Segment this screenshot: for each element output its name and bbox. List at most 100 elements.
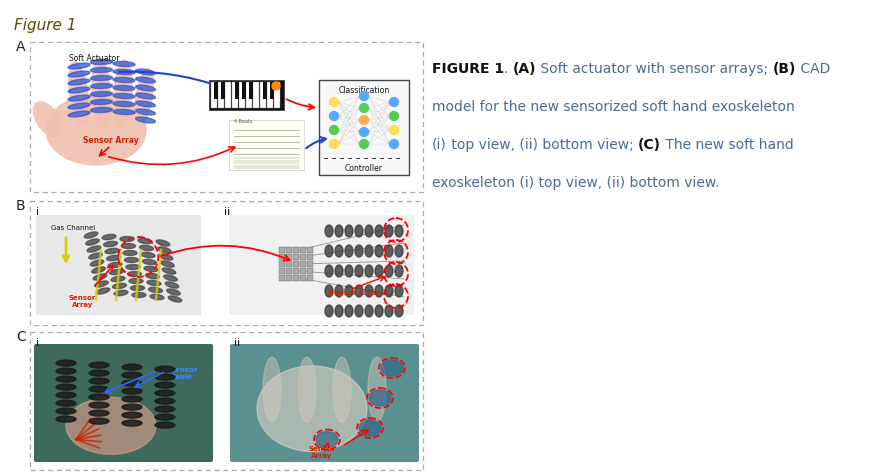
Text: Sensor
Array: Sensor Array: [68, 295, 96, 308]
Ellipse shape: [89, 362, 109, 368]
Ellipse shape: [135, 93, 155, 99]
Text: Sensor
Array: Sensor Array: [308, 446, 335, 459]
Ellipse shape: [114, 60, 132, 128]
Ellipse shape: [89, 394, 109, 400]
Bar: [307, 247, 312, 253]
Ellipse shape: [112, 284, 126, 289]
Ellipse shape: [345, 245, 353, 257]
Circle shape: [329, 125, 339, 134]
Bar: [318, 80, 409, 175]
Ellipse shape: [135, 117, 155, 123]
Ellipse shape: [324, 225, 332, 237]
Ellipse shape: [374, 225, 382, 237]
FancyBboxPatch shape: [34, 344, 213, 462]
Ellipse shape: [324, 305, 332, 317]
Text: FIGURE 1: FIGURE 1: [431, 62, 503, 76]
Bar: [307, 268, 312, 274]
Ellipse shape: [324, 265, 332, 277]
Circle shape: [359, 115, 368, 124]
Ellipse shape: [354, 285, 362, 297]
Ellipse shape: [316, 431, 338, 447]
Ellipse shape: [138, 238, 152, 244]
Bar: [229, 215, 414, 315]
Ellipse shape: [384, 305, 393, 317]
Bar: [286, 261, 292, 267]
Ellipse shape: [127, 272, 141, 276]
Ellipse shape: [131, 285, 145, 291]
Ellipse shape: [155, 414, 175, 420]
Bar: [263, 82, 267, 98]
Ellipse shape: [122, 364, 142, 370]
Bar: [221, 82, 225, 98]
Ellipse shape: [374, 245, 382, 257]
Ellipse shape: [68, 79, 89, 85]
Bar: [260, 82, 266, 108]
Ellipse shape: [68, 95, 89, 101]
Ellipse shape: [135, 69, 155, 75]
Bar: [286, 268, 292, 274]
Circle shape: [329, 140, 339, 149]
Ellipse shape: [335, 285, 343, 297]
Bar: [293, 275, 299, 281]
Ellipse shape: [374, 265, 382, 277]
Ellipse shape: [68, 111, 89, 117]
Bar: [293, 247, 299, 253]
Ellipse shape: [359, 420, 381, 436]
Ellipse shape: [113, 86, 135, 91]
Ellipse shape: [395, 245, 403, 257]
Ellipse shape: [335, 245, 343, 257]
Ellipse shape: [257, 366, 367, 451]
Ellipse shape: [122, 372, 142, 378]
Ellipse shape: [89, 402, 109, 408]
Bar: [270, 82, 274, 98]
Ellipse shape: [84, 232, 97, 238]
Ellipse shape: [155, 390, 175, 396]
Circle shape: [389, 125, 398, 134]
Ellipse shape: [167, 289, 180, 295]
Ellipse shape: [95, 281, 108, 287]
Ellipse shape: [111, 276, 125, 282]
Ellipse shape: [56, 376, 76, 382]
Ellipse shape: [365, 285, 373, 297]
Bar: [300, 275, 306, 281]
Ellipse shape: [123, 250, 137, 256]
Ellipse shape: [90, 76, 112, 81]
Bar: [246, 82, 252, 108]
Ellipse shape: [89, 386, 109, 392]
Ellipse shape: [150, 294, 164, 300]
Circle shape: [329, 112, 339, 121]
Ellipse shape: [87, 246, 101, 252]
Bar: [32, 203, 420, 321]
Bar: [209, 80, 283, 110]
Ellipse shape: [91, 267, 105, 273]
Bar: [286, 247, 292, 253]
Bar: [235, 82, 239, 98]
Ellipse shape: [122, 404, 142, 410]
Ellipse shape: [113, 61, 135, 66]
Ellipse shape: [56, 408, 76, 414]
Ellipse shape: [90, 260, 103, 266]
Ellipse shape: [381, 360, 403, 376]
Ellipse shape: [155, 374, 175, 380]
Bar: [232, 82, 238, 108]
Bar: [36, 215, 201, 315]
Circle shape: [359, 140, 368, 149]
Ellipse shape: [121, 244, 135, 248]
Ellipse shape: [368, 390, 390, 406]
Ellipse shape: [113, 77, 135, 83]
Ellipse shape: [163, 275, 177, 281]
Ellipse shape: [365, 265, 373, 277]
Bar: [217, 82, 224, 108]
Text: i: i: [36, 338, 39, 348]
Text: Sensor Array: Sensor Array: [329, 290, 380, 296]
Text: A: A: [16, 40, 25, 54]
Ellipse shape: [135, 109, 155, 115]
Ellipse shape: [165, 282, 179, 288]
Ellipse shape: [324, 285, 332, 297]
Text: (i): (i): [431, 138, 446, 152]
Bar: [229, 120, 303, 170]
Text: 4 Beats: 4 Beats: [234, 119, 253, 124]
Ellipse shape: [395, 265, 403, 277]
Ellipse shape: [56, 368, 76, 374]
Ellipse shape: [135, 77, 155, 83]
